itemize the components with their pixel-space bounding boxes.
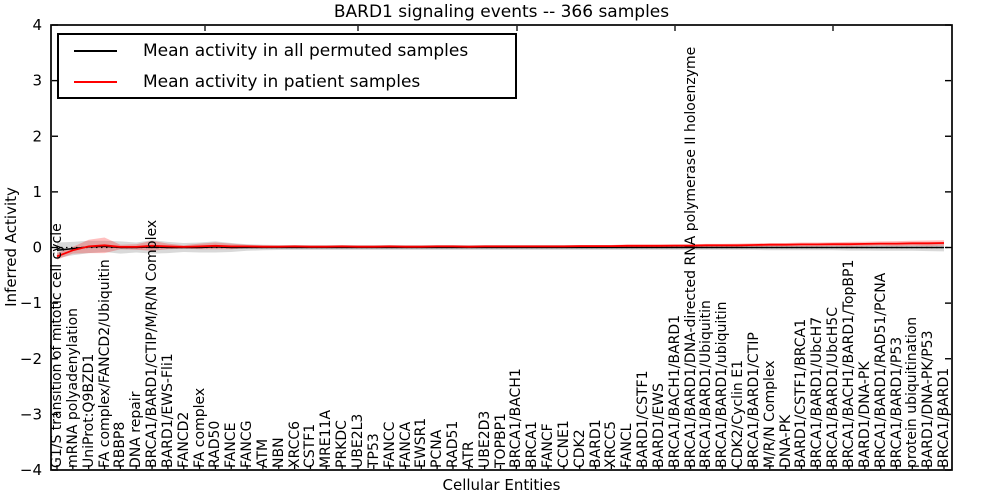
permuted-line-swatch bbox=[74, 49, 117, 52]
patient-mean-line bbox=[56, 242, 945, 258]
x-tick-label: BRCA1/BARD1/P53 bbox=[888, 336, 905, 468]
x-tick-label: UBE2D3 bbox=[476, 410, 493, 468]
x-tick-label: BRCA1/BARD1/DNA-directed RNA polymerase … bbox=[682, 46, 699, 468]
x-tick-label: DNA-PK bbox=[777, 414, 794, 468]
x-tick-label: PRKDC bbox=[334, 420, 351, 468]
x-tick-label: BRCA1/BACH1/BARD1 bbox=[666, 314, 683, 468]
x-tick-label: CSTF1 bbox=[302, 423, 319, 468]
chart-title: BARD1 signaling events -- 366 samples bbox=[333, 2, 670, 22]
x-tick-label: RAD51 bbox=[445, 420, 461, 468]
x-tick-label: BARD1/CSTF1/BRCA1 bbox=[793, 318, 810, 468]
legend-label-patient: Mean activity in patient samples bbox=[143, 71, 421, 92]
x-tick-label: BRCA1 bbox=[524, 421, 541, 468]
x-tick-label: MRE11A bbox=[318, 409, 335, 468]
x-tick-label: protein ubiquitination bbox=[904, 316, 921, 468]
y-tick-label: −1 bbox=[20, 294, 42, 312]
y-tick-label: 2 bbox=[32, 127, 42, 145]
x-tick-label: BRCA1/BARD1/CTIP bbox=[745, 332, 762, 468]
legend: Mean activity in all permuted samples Me… bbox=[57, 33, 517, 99]
x-tick-label: FANCL bbox=[619, 423, 636, 468]
x-tick-label: BRCA1/BARD1/RAD51/PCNA bbox=[872, 272, 889, 468]
x-tick-label: FANCE bbox=[223, 422, 240, 468]
x-tick-label: EWSR1 bbox=[413, 417, 430, 468]
x-tick-label: BRCA1/BARD1/Ubiquitin bbox=[698, 300, 715, 468]
x-tick-label: UniProt:Q9BZD1 bbox=[80, 353, 97, 468]
x-tick-label: BARD1/CSTF1 bbox=[635, 370, 652, 469]
x-tick-label: BRCA1/BARD1/CTIP/M/R/N Complex bbox=[144, 219, 160, 468]
y-tick-label: −2 bbox=[20, 350, 42, 368]
x-tick-label: FANCA bbox=[397, 421, 414, 468]
x-tick-label: CDK2/Cyclin E1 bbox=[730, 360, 747, 468]
x-tick-label: BARD1/DNA-PK bbox=[856, 361, 873, 468]
x-tick-label: G1/S transition of mitotic cell cycle bbox=[49, 223, 65, 468]
permuted-band bbox=[57, 240, 944, 259]
x-tick-label: BRCA1/BARD1/UbcH5C bbox=[825, 307, 842, 468]
x-tick-label: TP53 bbox=[365, 433, 382, 468]
x-tick-label: RBBP8 bbox=[112, 421, 129, 468]
x-tick-label: BARD1/EWS bbox=[650, 383, 667, 468]
x-tick-label: UBE2L3 bbox=[349, 413, 366, 468]
x-tick-label: XRCC5 bbox=[603, 420, 620, 468]
x-tick-label: TOPBP1 bbox=[492, 413, 509, 468]
x-tick-label: RAD50 bbox=[207, 420, 224, 468]
patient-line-swatch bbox=[74, 80, 117, 83]
x-tick-label: BARD1/EWS-Fli1 bbox=[159, 353, 176, 468]
x-tick-label: FANCC bbox=[381, 421, 398, 468]
x-tick-label: BRCA1/BACH1/BARD1/TopBP1 bbox=[841, 259, 857, 468]
plot-frame bbox=[50, 24, 953, 471]
x-tick-label: XRCC6 bbox=[286, 420, 303, 468]
x-tick-label: BRCA1/BARD1/UbcH7 bbox=[809, 316, 826, 468]
x-tick-label: FANCD2 bbox=[175, 411, 192, 468]
x-tick-label: ATR bbox=[460, 441, 477, 468]
legend-item-permuted: Mean activity in all permuted samples bbox=[59, 35, 515, 66]
x-tick-label: CDK2 bbox=[571, 429, 588, 468]
x-tick-label: FA complex/FANCD2/Ubiquitin bbox=[96, 259, 113, 468]
x-tick-label: BRCA1/BACH1 bbox=[508, 368, 525, 468]
y-tick-label: 0 bbox=[32, 239, 42, 257]
x-tick-label: FANCG bbox=[239, 420, 256, 468]
legend-item-patient: Mean activity in patient samples bbox=[59, 66, 515, 97]
permuted-mean-line bbox=[56, 245, 944, 252]
x-tick-label: BRCA1/BARD1/ubiquitin bbox=[714, 301, 731, 468]
y-tick-label: 1 bbox=[32, 183, 42, 201]
x-tick-label: CCNE1 bbox=[555, 420, 572, 468]
x-tick-label: ATM bbox=[254, 438, 271, 468]
y-tick-label: −4 bbox=[20, 461, 42, 479]
x-tick-label: DNA repair bbox=[128, 391, 145, 468]
y-tick-label: 4 bbox=[32, 16, 42, 34]
legend-label-permuted: Mean activity in all permuted samples bbox=[143, 40, 469, 61]
y-tick-label: −3 bbox=[20, 405, 42, 423]
patient-band bbox=[57, 237, 944, 260]
x-tick-label: NBN bbox=[270, 437, 287, 468]
x-axis-label: Cellular Entities bbox=[442, 476, 561, 494]
x-tick-label: BARD1 bbox=[587, 419, 604, 468]
x-tick-label: M/R/N Complex bbox=[761, 360, 778, 468]
x-tick-label: BRCA1/BARD1 bbox=[936, 367, 952, 468]
y-tick-label: 3 bbox=[32, 72, 42, 90]
x-tick-label: BARD1/DNA-PK/P53 bbox=[920, 330, 937, 468]
x-tick-label: mRNA polyadenylation bbox=[64, 307, 81, 468]
x-tick-label: FA complex bbox=[191, 387, 208, 468]
x-tick-label: PCNA bbox=[429, 429, 446, 468]
x-tick-label: FANCF bbox=[540, 423, 556, 468]
